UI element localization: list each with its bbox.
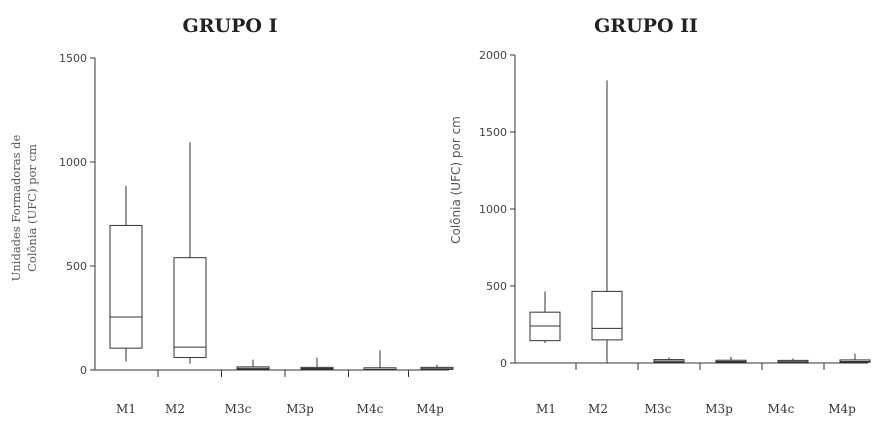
y-axis-label-line-1: Unidades Formadoras de [9, 135, 23, 282]
box-m3c [653, 357, 685, 363]
box-iqr [173, 257, 207, 359]
box-m2 [173, 142, 207, 364]
category-label: M3p [286, 402, 314, 416]
box-m3p [300, 357, 334, 370]
y-tick-label: 500 [66, 260, 87, 273]
category-label: M4p [416, 402, 444, 416]
box-iqr [591, 290, 623, 341]
box-iqr [109, 224, 143, 349]
y-tick-label: 1000 [59, 156, 87, 169]
category-label: M4c [768, 402, 795, 416]
box-m4p [420, 364, 454, 370]
category-label: M3p [705, 402, 733, 416]
y-tick-label: 1000 [479, 203, 507, 216]
category-label: M2 [588, 402, 608, 416]
box-m4p [839, 353, 871, 363]
y-axis-label-grupo-ii: Colônia (UFC) por cm [449, 116, 463, 244]
category-label: M3c [225, 402, 252, 416]
category-label: M1 [116, 402, 136, 416]
y-axis-label-line-2: Colônia (UFC) por cm [25, 144, 39, 272]
panel-grupo-i: GRUPO I Unidades Formadoras de Colônia (… [9, 15, 454, 416]
category-label: M3c [645, 402, 672, 416]
panel-grupo-ii: GRUPO II Colônia (UFC) por cm 0 500 1000 15… [449, 15, 871, 416]
category-label: M2 [165, 402, 185, 416]
y-tick-label: 2000 [479, 49, 507, 62]
category-label: M4p [828, 402, 856, 416]
chart-title-grupo-ii: GRUPO II [594, 15, 698, 37]
box-m4c [363, 350, 397, 371]
chart-title-grupo-i: GRUPO I [183, 15, 278, 37]
category-label: M1 [536, 402, 556, 416]
box-m3c [236, 359, 270, 370]
category-label: M4c [357, 402, 384, 416]
box-m1 [109, 185, 143, 362]
y-tick-label: 0 [80, 364, 87, 377]
box-m1 [529, 291, 561, 343]
y-tick-label: 500 [486, 280, 507, 293]
box-m2 [591, 80, 623, 363]
box-m4c [777, 358, 809, 363]
y-tick-label: 1500 [59, 52, 87, 65]
y-tick-label: 0 [500, 357, 507, 370]
y-tick-label: 1500 [479, 126, 507, 139]
box-m3p [715, 356, 747, 363]
